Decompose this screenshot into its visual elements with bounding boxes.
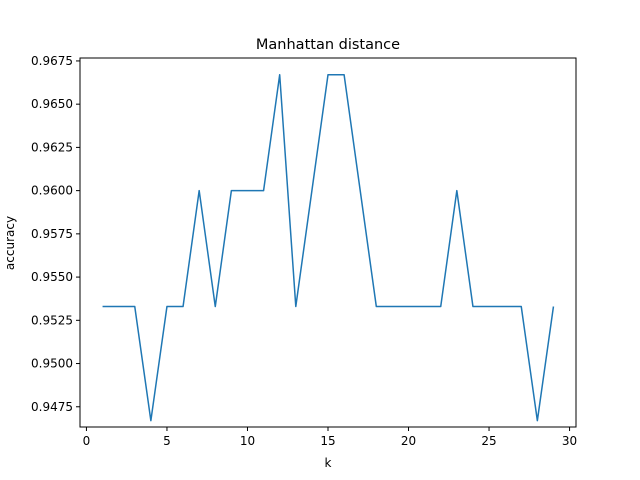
x-tick-label: 30: [562, 434, 577, 448]
x-tick-label: 5: [163, 434, 171, 448]
x-tick-label: 20: [401, 434, 416, 448]
y-tick-label: 0.9600: [31, 184, 73, 198]
y-tick-label: 0.9550: [31, 270, 73, 284]
x-tick-label: 15: [320, 434, 335, 448]
y-tick-label: 0.9575: [31, 227, 73, 241]
x-tick-label: 10: [240, 434, 255, 448]
x-axis-label: k: [325, 456, 332, 470]
y-tick-label: 0.9650: [31, 97, 73, 111]
x-tick-label: 25: [481, 434, 496, 448]
y-tick-label: 0.9525: [31, 313, 73, 327]
y-tick-label: 0.9500: [31, 357, 73, 371]
y-tick-label: 0.9675: [31, 54, 73, 68]
y-axis-label: accuracy: [3, 216, 17, 270]
y-tick-label: 0.9625: [31, 140, 73, 154]
chart-title: Manhattan distance: [256, 37, 400, 53]
x-tick-label: 0: [83, 434, 91, 448]
y-tick-label: 0.9475: [31, 400, 73, 414]
